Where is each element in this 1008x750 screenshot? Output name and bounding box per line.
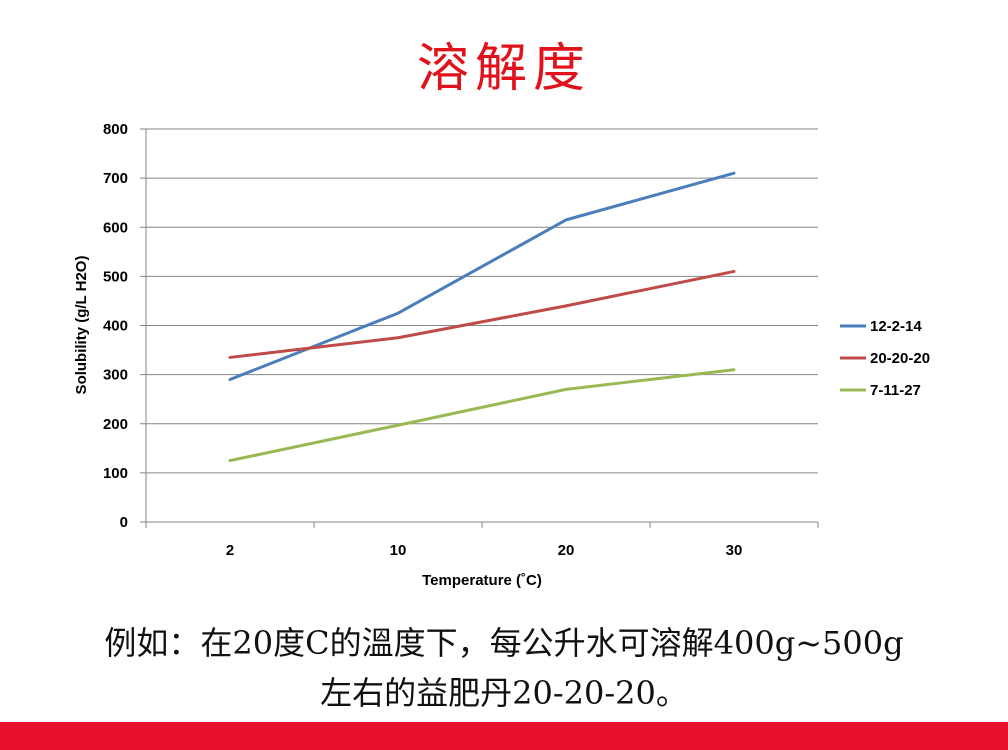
x-axis-title: Temperature (˚C)	[422, 572, 542, 589]
legend-label: 7-11-27	[870, 382, 921, 399]
y-tick-label: 200	[103, 416, 128, 433]
slide-title: 溶解度	[416, 39, 591, 99]
y-tick-label: 300	[103, 367, 128, 384]
y-tick-label: 400	[103, 318, 128, 335]
x-axis: 2 10 20 30	[145, 521, 819, 559]
y-tick-label: 0	[120, 514, 128, 531]
y-tick-label: 100	[103, 465, 128, 482]
caption-line-2: 左右的益肥丹20-20-20。	[320, 674, 688, 712]
x-tick-label: 10	[390, 542, 407, 559]
x-tick-label: 2	[226, 542, 234, 559]
series-lines	[228, 171, 736, 463]
y-tick-label: 800	[103, 121, 128, 138]
legend: 12-2-14 20-20-20 7-11-27	[840, 318, 930, 399]
legend-label: 12-2-14	[870, 318, 922, 335]
x-tick-label: 30	[726, 542, 743, 559]
y-tick-label: 500	[103, 268, 128, 285]
caption: 例如：在20度C的溫度下，每公升水可溶解400g~500g 左右的益肥丹20-2…	[0, 618, 1008, 718]
y-axis-title: Solubility (g/L H2O)	[73, 256, 90, 395]
gridlines	[146, 128, 818, 474]
series-line	[228, 269, 736, 359]
y-axis: 0 100 200 300 400 500 600 700 800	[103, 121, 147, 531]
x-tick-label: 20	[558, 542, 575, 559]
caption-line-1: 例如：在20度C的溫度下，每公升水可溶解400g~500g	[104, 624, 904, 662]
footer-bar	[0, 722, 1008, 750]
y-tick-label: 600	[103, 219, 128, 236]
legend-label: 20-20-20	[870, 350, 930, 367]
line-chart: 0 100 200 300 400 500 600 700 800 2 10 20 30 12-2-1…	[73, 121, 930, 589]
series-line	[228, 368, 736, 463]
y-tick-label: 700	[103, 170, 128, 187]
